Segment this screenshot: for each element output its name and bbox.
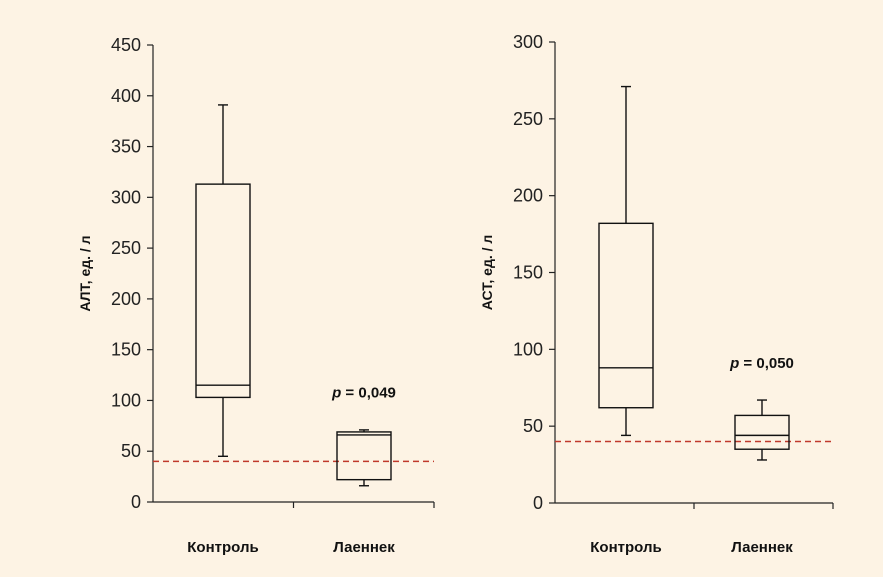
- y-tick-label: 50: [121, 441, 141, 461]
- p-symbol: p: [729, 355, 739, 372]
- y-tick-label: 150: [513, 263, 543, 283]
- p-symbol: p: [331, 384, 341, 401]
- y-tick-label: 300: [513, 32, 543, 52]
- box: [598, 222, 654, 409]
- y-tick-label: 200: [111, 289, 141, 309]
- y-tick-label: 300: [111, 187, 141, 207]
- y-tick-label: 400: [111, 86, 141, 106]
- y-axis-title: АЛТ, ед. / л: [77, 235, 93, 311]
- chart-alt: 0 50 100 150 200 250 300 350 400 450 АЛТ, ед. / л К…: [77, 35, 435, 556]
- y-tick-label: 450: [111, 35, 141, 55]
- box: [195, 183, 251, 399]
- category-label: Контроль: [187, 539, 258, 556]
- y-axis-title: АСТ, ед. / л: [479, 235, 495, 311]
- p-value-annotation: p = 0,050: [729, 355, 794, 372]
- p-value: = 0,050: [739, 355, 794, 372]
- y-tick-label: 100: [513, 339, 543, 359]
- chart-ast: 0 50 100 150 200 250 300 АСТ, ед. / л Контроль Ла…: [479, 32, 834, 556]
- y-tick-label: 250: [111, 238, 141, 258]
- y-tick-label: 50: [523, 416, 543, 436]
- p-value-annotation: p = 0,049: [331, 384, 396, 401]
- y-tick-label: 0: [131, 492, 141, 512]
- y-tick-label: 100: [111, 390, 141, 410]
- y-tick-label: 150: [111, 340, 141, 360]
- box: [336, 431, 392, 481]
- category-label: Контроль: [590, 539, 661, 556]
- category-label: Лаеннек: [333, 539, 395, 556]
- y-tick-label: 350: [111, 137, 141, 157]
- y-tick-label: 0: [533, 493, 543, 513]
- y-tick-label: 250: [513, 109, 543, 129]
- box: [734, 414, 790, 450]
- p-value: = 0,049: [341, 384, 396, 401]
- y-tick-label: 200: [513, 186, 543, 206]
- category-label: Лаеннек: [731, 539, 793, 556]
